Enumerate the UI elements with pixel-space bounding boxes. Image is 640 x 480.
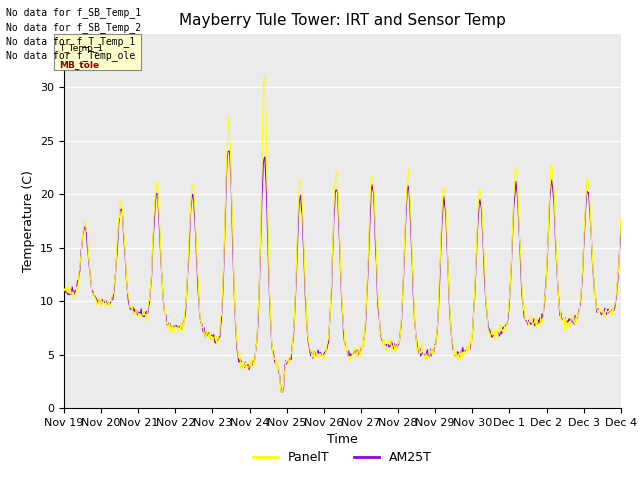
X-axis label: Time: Time (327, 433, 358, 446)
Text: T_Temp_1: T_Temp_1 (59, 44, 103, 53)
Text: No data for f_Temp_ole: No data for f_Temp_ole (6, 50, 136, 61)
Text: No data for f_SB_Temp_2: No data for f_SB_Temp_2 (6, 22, 141, 33)
Title: Mayberry Tule Tower: IRT and Sensor Temp: Mayberry Tule Tower: IRT and Sensor Temp (179, 13, 506, 28)
Text: MB_tole: MB_tole (59, 60, 99, 70)
Y-axis label: Temperature (C): Temperature (C) (22, 170, 35, 272)
Legend: PanelT, AM25T: PanelT, AM25T (248, 446, 437, 469)
Text: No data for f_SB_Temp_1: No data for f_SB_Temp_1 (6, 7, 141, 18)
Text: No data for f_T_Temp_1: No data for f_T_Temp_1 (6, 36, 136, 47)
